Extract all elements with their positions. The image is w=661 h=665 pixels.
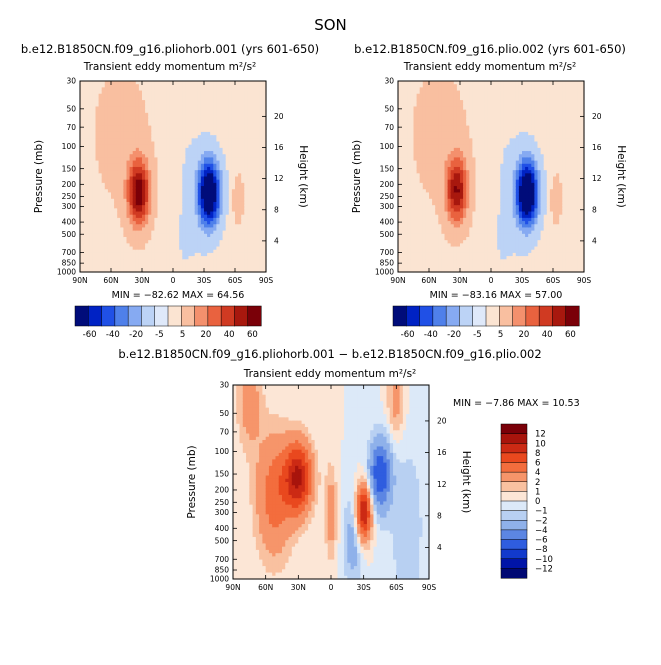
x-tick-label: 30N: [134, 276, 149, 285]
colorbar-swatch: [195, 306, 209, 326]
y-tick-label: 850: [62, 259, 77, 268]
colorbar-label: -20: [129, 330, 143, 340]
colorbar-swatch: [75, 306, 89, 326]
colorbar-label: 20: [200, 330, 211, 340]
colorbar-swatch: [141, 306, 155, 326]
field-cells: [398, 81, 585, 273]
y-tick-label: 50: [66, 104, 76, 113]
colorbar-label: -40: [106, 330, 120, 340]
y-tick-label: 70: [66, 123, 76, 132]
y-tick-label: 1000: [57, 268, 76, 277]
height-tick-label: 4: [274, 236, 279, 245]
height-tick-label: 8: [274, 205, 279, 214]
y-tick-label: 700: [62, 248, 77, 257]
colorbar-swatch: [208, 306, 222, 326]
y-axis-label: Pressure (mb): [33, 140, 45, 213]
height-axis-label: Height (km): [297, 145, 309, 208]
colorbar-swatch: [155, 306, 169, 326]
colorbar-swatch: [221, 306, 235, 326]
y-tick-label: 400: [62, 218, 77, 227]
x-tick-label: 90S: [259, 276, 274, 285]
colorbar-swatch: [168, 306, 182, 326]
panel-2: b.e12.B1850CN.f09_g16.plio.002 (yrs 601-…: [351, 42, 627, 340]
colorbar-swatch: [248, 306, 262, 326]
height-tick-label: 20: [274, 112, 284, 121]
season-title: SON: [314, 16, 347, 34]
colorbar-swatch: [115, 306, 129, 326]
colorbar-swatch: [181, 306, 195, 326]
x-tick-label: 60N: [103, 276, 118, 285]
colorbar-label: 60: [247, 330, 258, 340]
colorbar-label: -5: [155, 330, 163, 340]
y-tick-label: 250: [62, 192, 77, 201]
colorbar-label: -60: [83, 330, 97, 340]
colorbar-label: 5: [180, 330, 185, 340]
x-tick-label: 0: [171, 276, 176, 285]
height-tick-label: 12: [274, 174, 284, 183]
run-title: b.e12.B1850CN.f09_g16.pliohorb.001 (yrs …: [21, 42, 319, 56]
colorbar-swatch: [88, 306, 102, 326]
x-tick-label: 90N: [72, 276, 87, 285]
x-tick-label: 30S: [197, 276, 212, 285]
y-tick-label: 150: [62, 164, 77, 173]
run-title: b.e12.B1850CN.f09_g16.plio.002 (yrs 601-…: [354, 42, 626, 56]
x-tick-label: 60S: [228, 276, 243, 285]
y-tick-label: 100: [62, 142, 77, 151]
min-max-stats: MIN = −82.62 MAX = 64.56: [112, 290, 245, 301]
panel-1: b.e12.B1850CN.f09_g16.pliohorb.001 (yrs …: [21, 42, 319, 340]
colorbar-swatch: [234, 306, 248, 326]
y-tick-label: 300: [62, 202, 77, 211]
field-cells: [80, 81, 267, 273]
colorbar-label: 40: [224, 330, 235, 340]
y-tick-label: 500: [62, 230, 77, 239]
variable-title: Transient eddy momentum m²/s²: [83, 61, 257, 73]
y-tick-label: 200: [62, 180, 77, 189]
colorbar: -60 -40 -20 -5 5 20 40 60: [75, 306, 261, 340]
colorbar-swatch: [102, 306, 116, 326]
colorbar-swatch: [128, 306, 142, 326]
height-tick-label: 16: [274, 143, 284, 152]
variable-title: Transient eddy momentum m²/s²: [403, 61, 577, 73]
y-tick-label: 30: [66, 77, 76, 86]
